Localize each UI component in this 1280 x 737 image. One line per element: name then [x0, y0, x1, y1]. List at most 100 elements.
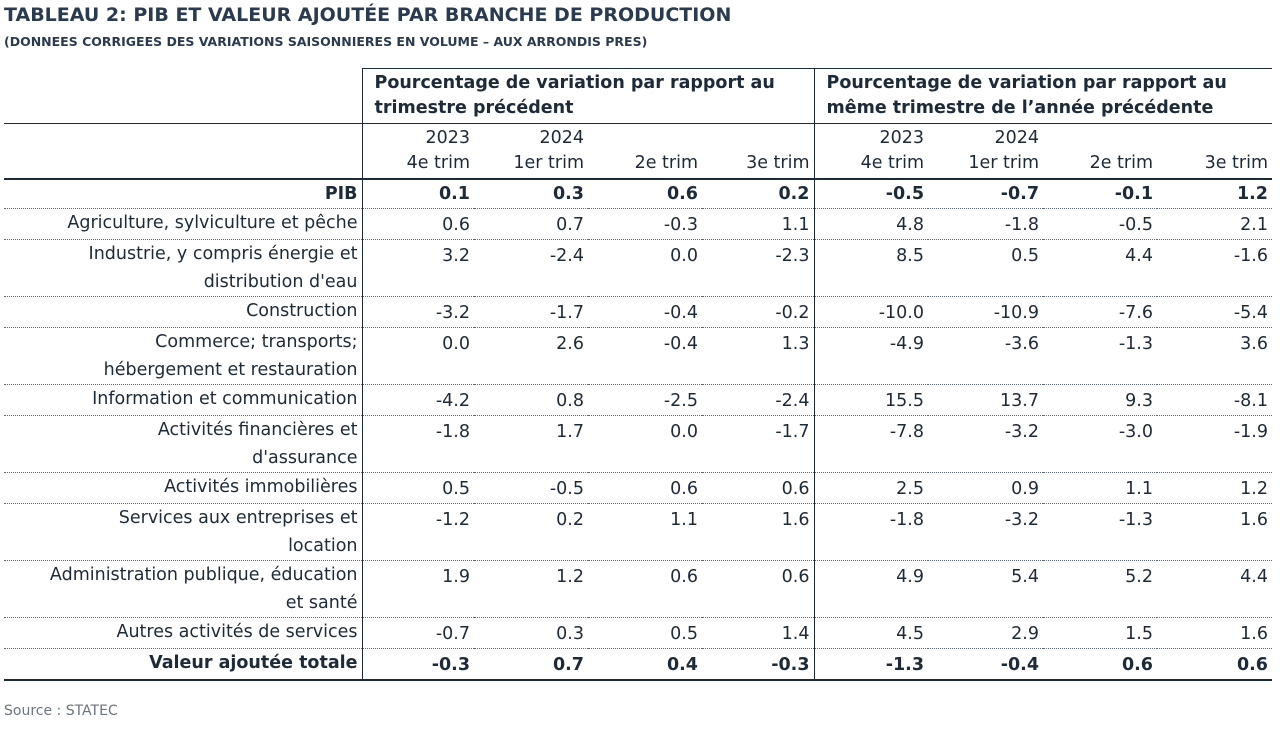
quarter-header: 4e trim	[813, 151, 928, 180]
year-header	[588, 123, 702, 151]
value-cell: 0.5	[361, 472, 474, 504]
value-cell: 3.6	[1157, 327, 1272, 385]
year-header: 2023	[361, 123, 474, 151]
value-cell: 5.4	[928, 560, 1043, 618]
row-label-line: Construction	[246, 301, 358, 321]
value-cell: 1.3	[702, 327, 814, 385]
value-cell: -0.7	[361, 617, 474, 649]
value-cell: -1.2	[361, 503, 474, 561]
header-blank-cell	[4, 151, 362, 180]
value-cell: -0.5	[474, 472, 588, 504]
value-cell: -7.8	[813, 415, 928, 473]
value-cell: -10.0	[813, 296, 928, 328]
row-label-line: PIB	[324, 184, 358, 204]
value-cell: 0.6	[588, 472, 702, 504]
group-header-previous-quarter: Pourcentage de variation par rapport au …	[361, 68, 814, 124]
quarter-header: 4e trim	[361, 151, 474, 180]
value-cell: 2.1	[1157, 208, 1272, 240]
table-row: Valeur ajoutée totale -0.3 0.7 0.4 -0.3 -1.3-…	[4, 648, 1272, 681]
group-header-line: même trimestre de l’année précédente	[826, 98, 1214, 118]
value-cell: 0.0	[361, 327, 474, 385]
value-cell: 0.6	[702, 560, 814, 618]
quarter-header-row: 4e trim 1er trim 2e trim 3e trim 4e trim…	[4, 151, 1272, 180]
row-label-line: Activités financières et	[157, 420, 358, 440]
value-cell: 1.6	[1157, 617, 1272, 649]
source-note: Source : STATEC	[4, 703, 118, 719]
value-cell: -10.9	[928, 296, 1043, 328]
row-label: Construction	[4, 296, 362, 328]
row-label-line: location	[288, 536, 358, 556]
quarter-header: 3e trim	[702, 151, 814, 180]
value-cell: 0.6	[1043, 648, 1157, 681]
row-label: PIB	[4, 179, 362, 209]
year-header: 2023	[813, 123, 928, 151]
value-cell: -1.9	[1157, 415, 1272, 473]
table-row: Activités immobilières 0.5 -0.5 0.6 0.6 2.5 0.…	[4, 472, 1272, 504]
value-cell: 0.7	[474, 648, 588, 681]
value-cell: 0.7	[474, 208, 588, 240]
quarter-header: 1er trim	[474, 151, 588, 180]
value-cell: -2.4	[474, 239, 588, 297]
value-cell: -1.3	[1043, 503, 1157, 561]
value-cell: -7.6	[1043, 296, 1157, 328]
header-blank-cell	[4, 123, 362, 151]
row-label-line: Autres activités de services	[116, 622, 358, 642]
year-header: 2024	[474, 123, 588, 151]
table-row: Agriculture, sylviculture et pêche 0.6 0.7…	[4, 208, 1272, 240]
table-title: TABLEAU 2: PIB ET VALEUR AJOUTÉE PAR BRA…	[4, 4, 732, 26]
value-cell: -3.2	[361, 296, 474, 328]
row-label-line: distribution d'eau	[203, 272, 358, 292]
table-row: Services aux entreprises et location -1.2 0…	[4, 503, 1272, 561]
value-cell: -0.1	[1043, 179, 1157, 209]
value-cell: 1.9	[361, 560, 474, 618]
group-header-line: Pourcentage de variation par rapport au	[826, 73, 1227, 93]
year-header-row: 2023 2024 2023 2024	[4, 123, 1272, 151]
row-label-line: hébergement et restauration	[103, 360, 358, 380]
value-cell: -2.3	[702, 239, 814, 297]
row-label-line: Information et communication	[92, 389, 358, 409]
value-cell: 0.5	[928, 239, 1043, 297]
value-cell: 1.1	[588, 503, 702, 561]
group-header-row: Pourcentage de variation par rapport au …	[4, 68, 1272, 124]
table-row: PIB 0.1 0.3 0.6 0.2 -0.5 -0.7 -0.1 1.2	[4, 179, 1272, 209]
table-row: Autres activités de services -0.7 0.3 0.5 1.…	[4, 617, 1272, 649]
value-cell: 0.5	[588, 617, 702, 649]
row-label: Agriculture, sylviculture et pêche	[4, 208, 362, 240]
value-cell: -0.4	[588, 327, 702, 385]
table-row: Activités financières et d'assurance -1.8 1…	[4, 415, 1272, 473]
row-label: Information et communication	[4, 384, 362, 416]
value-cell: -1.8	[928, 208, 1043, 240]
group-header-same-quarter-previous-year: Pourcentage de variation par rapport au …	[813, 68, 1272, 124]
header-blank-cell	[4, 69, 362, 124]
table-row: Commerce; transports; hébergement et rest…	[4, 327, 1272, 385]
value-cell: 0.0	[588, 415, 702, 473]
value-cell: 0.2	[474, 503, 588, 561]
value-cell: 0.4	[588, 648, 702, 681]
value-cell: 0.3	[474, 617, 588, 649]
table-row: Industrie, y compris énergie et distribut…	[4, 239, 1272, 297]
row-label-line: d'assurance	[252, 448, 358, 468]
value-cell: 1.6	[702, 503, 814, 561]
value-cell: -3.6	[928, 327, 1043, 385]
value-cell: -0.3	[588, 208, 702, 240]
value-cell: 0.6	[702, 472, 814, 504]
value-cell: 1.2	[1157, 472, 1272, 504]
row-label-line: et santé	[285, 593, 358, 613]
year-header	[702, 123, 814, 151]
value-cell: -1.3	[813, 648, 928, 681]
value-cell: 0.8	[474, 384, 588, 416]
value-cell: -1.6	[1157, 239, 1272, 297]
row-label: Industrie, y compris énergie et distribut…	[4, 239, 362, 297]
group-header-line: trimestre précédent	[374, 98, 574, 118]
value-cell: -3.0	[1043, 415, 1157, 473]
group-header-line: Pourcentage de variation par rapport au	[374, 73, 775, 93]
value-cell: -0.7	[928, 179, 1043, 209]
value-cell: -0.3	[702, 648, 814, 681]
value-cell: 0.6	[361, 208, 474, 240]
value-cell: 3.2	[361, 239, 474, 297]
table-row: Construction -3.2 -1.7 -0.4 -0.2 -10.0 -10.9 -7…	[4, 296, 1272, 328]
row-label: Autres activités de services	[4, 617, 362, 649]
quarter-header: 2e trim	[1043, 151, 1157, 180]
row-label-line: Administration publique, éducation	[49, 565, 358, 585]
value-cell: 1.1	[702, 208, 814, 240]
